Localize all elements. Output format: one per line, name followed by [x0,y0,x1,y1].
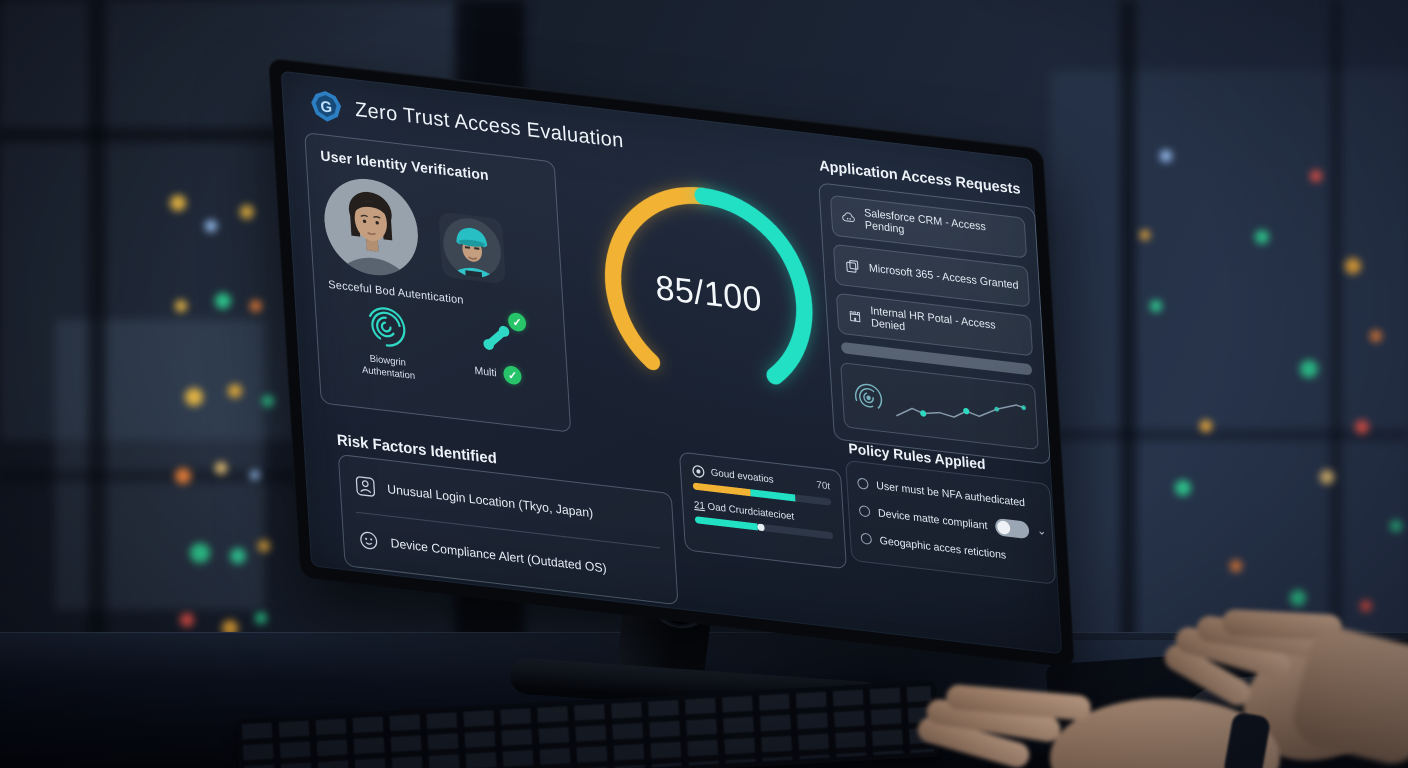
window-pane [55,320,265,610]
bokeh-light [1160,150,1172,162]
bokeh-light [228,384,242,398]
bokeh-light [255,612,267,624]
biometric-auth-block: Biowgrin Authentation [329,299,444,386]
secondary-avatar-tile [438,211,506,285]
cloud-users-icon [842,211,855,222]
bokeh-light [1230,560,1242,572]
bokeh-light [1370,330,1382,342]
mfa-auth-block: Multi [440,311,555,399]
risk-label: Device Compliance Alert (Outdated OS) [390,535,607,576]
metrics-panel: Goud evoatios 70t 21 Oad Crurdciatecioet [678,451,847,570]
monitor: G Zero Trust Access Evaluation User Iden… [268,57,1075,669]
mfa-label: Multi [474,365,498,380]
auth-methods-row: Biowgrin Authentation [329,299,554,399]
app-window-icon [846,259,859,273]
building-icon [849,310,861,322]
target-dot-icon [692,465,705,478]
bokeh-light [170,195,186,211]
bokeh-light [1200,420,1212,432]
window-pane [1050,70,1408,650]
window-mullion [0,470,330,482]
fingerprint-icon [366,307,405,347]
bokeh-light [215,462,227,474]
trust-score-value: 85/100 [654,267,764,320]
bokeh-light [262,395,274,407]
risk-label: Unusual Login Location (Tkyo, Japan) [386,481,594,521]
bokeh-light [190,543,210,563]
bar-segment-teal [750,489,796,502]
access-request-label: Salesforce CRM - Access Pending [863,206,987,237]
user-location-icon [355,476,376,497]
metric-value: 70t [816,479,831,493]
check-icon [503,364,523,386]
activity-sparkline [896,404,1027,418]
user-photo-avatar [321,173,421,281]
bar-segment-amber [692,482,752,497]
bokeh-light [1150,300,1162,312]
identity-avatars [321,173,548,296]
bokeh-light [258,540,270,552]
access-request-label: Internal HR Potal - Access Denied [870,304,996,334]
dashboard-screen: G Zero Trust Access Evaluation User Iden… [280,70,1063,655]
avatar-teal-hat [441,215,503,281]
window-mullion [1050,430,1408,440]
bokeh-light [250,300,262,312]
access-request-label: Microsoft 365 - Access Granted [868,262,1019,292]
bokeh-light [205,220,217,232]
bokeh-light [215,293,231,309]
bokeh-light [1255,230,1269,244]
fingerprint-swirl-icon [854,383,883,412]
access-requests-panel: Salesforce CRM - Access Pending Microsof… [818,182,1051,465]
person-teal-hat-portrait [441,215,503,281]
identity-verification-panel: User Identity Verification [304,132,572,433]
shield-g-logo-icon: G [311,91,342,122]
toggle-knob [996,520,1011,535]
bokeh-light [1345,258,1361,274]
bokeh-light [180,613,194,627]
bokeh-light [1320,470,1334,484]
device-alert-icon [360,531,378,549]
woman-portrait [321,173,421,281]
trust-score-gauge: 85/100 [582,157,836,432]
bokeh-light [250,470,260,480]
chevron-down-icon[interactable]: ⌄ [1036,524,1047,539]
bokeh-light [175,300,187,312]
bokeh-light [1390,520,1402,532]
bokeh-light [240,205,254,219]
bokeh-light [1140,230,1150,240]
compliance-toggle[interactable] [994,517,1030,540]
bar-segment-teal [694,516,758,531]
svg-text:G: G [320,98,333,117]
bokeh-light [1175,480,1191,496]
radio-bullet-icon[interactable] [858,504,871,518]
bokeh-light [1310,170,1322,182]
radio-bullet-icon[interactable] [860,532,873,545]
bokeh-light [175,468,191,484]
hand-on-keyboard [914,683,1280,768]
radio-bullet-icon[interactable] [857,477,869,490]
window-mullion [1120,0,1136,700]
biometric-label: Biowgrin Authentation [361,353,416,382]
bokeh-light [230,548,246,564]
bokeh-light [185,388,203,406]
bar-segment-cap [756,523,765,532]
mfa-label-row: Multi [442,358,553,389]
window-mullion [1330,0,1342,660]
bokeh-light [1300,360,1318,378]
bokeh-light [1355,420,1369,434]
activity-sparkline-card [840,362,1039,451]
